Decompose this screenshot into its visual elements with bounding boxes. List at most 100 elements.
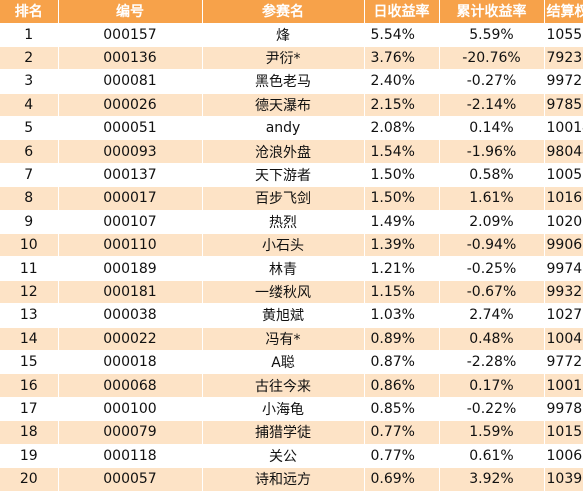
cell-rank: 20: [0, 466, 59, 491]
cell-settlement-equity: 1039219: [544, 466, 583, 491]
table-body: 1000157烽5.54%5.59%10559302000136尹衍*3.76%…: [0, 22, 583, 491]
cell-settlement-equity: 1020858: [544, 209, 583, 234]
cell-settlement-equity: 1015868: [544, 420, 583, 445]
cell-settlement-equity: 1004764: [544, 326, 583, 351]
cell-name: 德天瀑布: [202, 92, 365, 117]
cell-cumulative-return: 2.74%: [439, 303, 545, 328]
cell-daily-return: 2.15%: [364, 92, 440, 117]
cell-daily-return: 2.40%: [364, 69, 440, 94]
header-name[interactable]: 参赛名: [202, 0, 365, 23]
cell-daily-return: 1.39%: [364, 233, 440, 257]
header-daily-return[interactable]: 日收益率: [364, 0, 440, 23]
cell-settlement-equity: 1027372: [544, 303, 583, 328]
cell-rank: 9: [0, 209, 59, 234]
cell-settlement-equity: 977218: [544, 349, 583, 374]
cell-name: A聪: [202, 349, 365, 374]
cell-name: 百步飞剑: [202, 186, 365, 211]
cell-daily-return: 5.54%: [364, 22, 440, 47]
cell-rank: 18: [0, 420, 59, 445]
cell-code: 000181: [58, 279, 203, 304]
cell-settlement-equity: 1006103: [544, 443, 583, 468]
cell-name: 一缕秋风: [202, 279, 365, 304]
cell-name: 捕猎学徒: [202, 420, 365, 445]
cell-settlement-equity: 997267: [544, 69, 583, 94]
header-row: 排名 编号 参赛名 日收益率 累计收益率 结算权益: [0, 0, 583, 23]
cell-cumulative-return: 0.58%: [439, 162, 545, 187]
cell-code: 000081: [58, 69, 203, 94]
cell-rank: 4: [0, 92, 59, 117]
cell-rank: 19: [0, 443, 59, 468]
cell-code: 000100: [58, 396, 203, 421]
cell-daily-return: 0.87%: [364, 349, 440, 374]
cell-code: 000018: [58, 349, 203, 374]
cell-cumulative-return: -0.25%: [439, 256, 545, 281]
cell-settlement-equity: 792361: [544, 45, 583, 70]
cell-name: 热烈: [202, 209, 365, 234]
cell-code: 000110: [58, 233, 203, 257]
cell-code: 000026: [58, 92, 203, 117]
cell-daily-return: 2.08%: [364, 116, 440, 140]
cell-name: 古往今来: [202, 373, 365, 398]
cell-code: 000068: [58, 373, 203, 398]
cell-name: 小海龟: [202, 396, 365, 421]
cell-cumulative-return: -0.67%: [439, 279, 545, 304]
cell-settlement-equity: 990613: [544, 233, 583, 257]
cell-cumulative-return: -0.22%: [439, 396, 545, 421]
cell-cumulative-return: 1.59%: [439, 420, 545, 445]
cell-code: 000022: [58, 326, 203, 351]
cell-name: 小石头: [202, 233, 365, 257]
cell-cumulative-return: 0.48%: [439, 326, 545, 351]
cell-rank: 7: [0, 162, 59, 187]
cell-daily-return: 1.15%: [364, 279, 440, 304]
cell-code: 000189: [58, 256, 203, 281]
cell-name: 冯有*: [202, 326, 365, 351]
cell-rank: 12: [0, 279, 59, 304]
cell-daily-return: 1.50%: [364, 162, 440, 187]
cell-daily-return: 1.21%: [364, 256, 440, 281]
cell-name: 诗和远方: [202, 466, 365, 491]
cell-daily-return: 0.89%: [364, 326, 440, 351]
cell-rank: 11: [0, 256, 59, 281]
cell-daily-return: 1.54%: [364, 139, 440, 164]
cell-settlement-equity: 978568: [544, 92, 583, 117]
cell-settlement-equity: 997804: [544, 396, 583, 421]
cell-code: 000057: [58, 466, 203, 491]
cell-rank: 5: [0, 116, 59, 140]
cell-code: 000038: [58, 303, 203, 328]
cell-code: 000017: [58, 186, 203, 211]
header-settlement-equity[interactable]: 结算权益: [544, 0, 583, 23]
cell-name: andy: [202, 116, 365, 140]
cell-name: 林青: [202, 256, 365, 281]
header-cumulative-return[interactable]: 累计收益率: [439, 0, 545, 23]
header-rank[interactable]: 排名: [0, 0, 59, 23]
cell-name: 黄旭斌: [202, 303, 365, 328]
cell-code: 000118: [58, 443, 203, 468]
header-code[interactable]: 编号: [58, 0, 203, 23]
cell-code: 000079: [58, 420, 203, 445]
cell-cumulative-return: 0.61%: [439, 443, 545, 468]
cell-cumulative-return: -2.28%: [439, 349, 545, 374]
cell-rank: 2: [0, 45, 59, 70]
cell-daily-return: 1.50%: [364, 186, 440, 211]
